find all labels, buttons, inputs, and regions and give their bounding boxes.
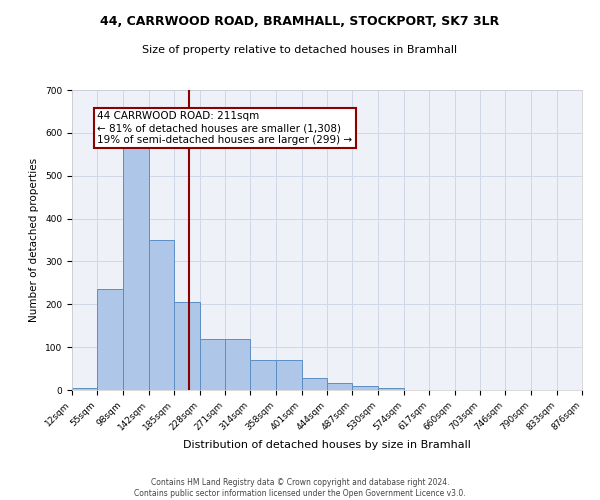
Bar [327,382,352,390]
Bar [250,360,276,390]
Bar [352,386,378,390]
Text: 44, CARRWOOD ROAD, BRAMHALL, STOCKPORT, SK7 3LR: 44, CARRWOOD ROAD, BRAMHALL, STOCKPORT, … [100,15,500,28]
Bar [72,388,97,390]
Bar [97,290,123,390]
Bar [378,388,404,390]
Bar [149,240,174,390]
Text: 44 CARRWOOD ROAD: 211sqm
← 81% of detached houses are smaller (1,308)
19% of sem: 44 CARRWOOD ROAD: 211sqm ← 81% of detach… [97,112,353,144]
Bar [123,137,149,390]
Bar [199,340,225,390]
Text: Contains HM Land Registry data © Crown copyright and database right 2024.
Contai: Contains HM Land Registry data © Crown c… [134,478,466,498]
Bar [302,378,327,390]
Text: Size of property relative to detached houses in Bramhall: Size of property relative to detached ho… [142,45,458,55]
Bar [276,360,302,390]
X-axis label: Distribution of detached houses by size in Bramhall: Distribution of detached houses by size … [183,440,471,450]
Y-axis label: Number of detached properties: Number of detached properties [29,158,40,322]
Bar [225,340,250,390]
Bar [174,302,199,390]
